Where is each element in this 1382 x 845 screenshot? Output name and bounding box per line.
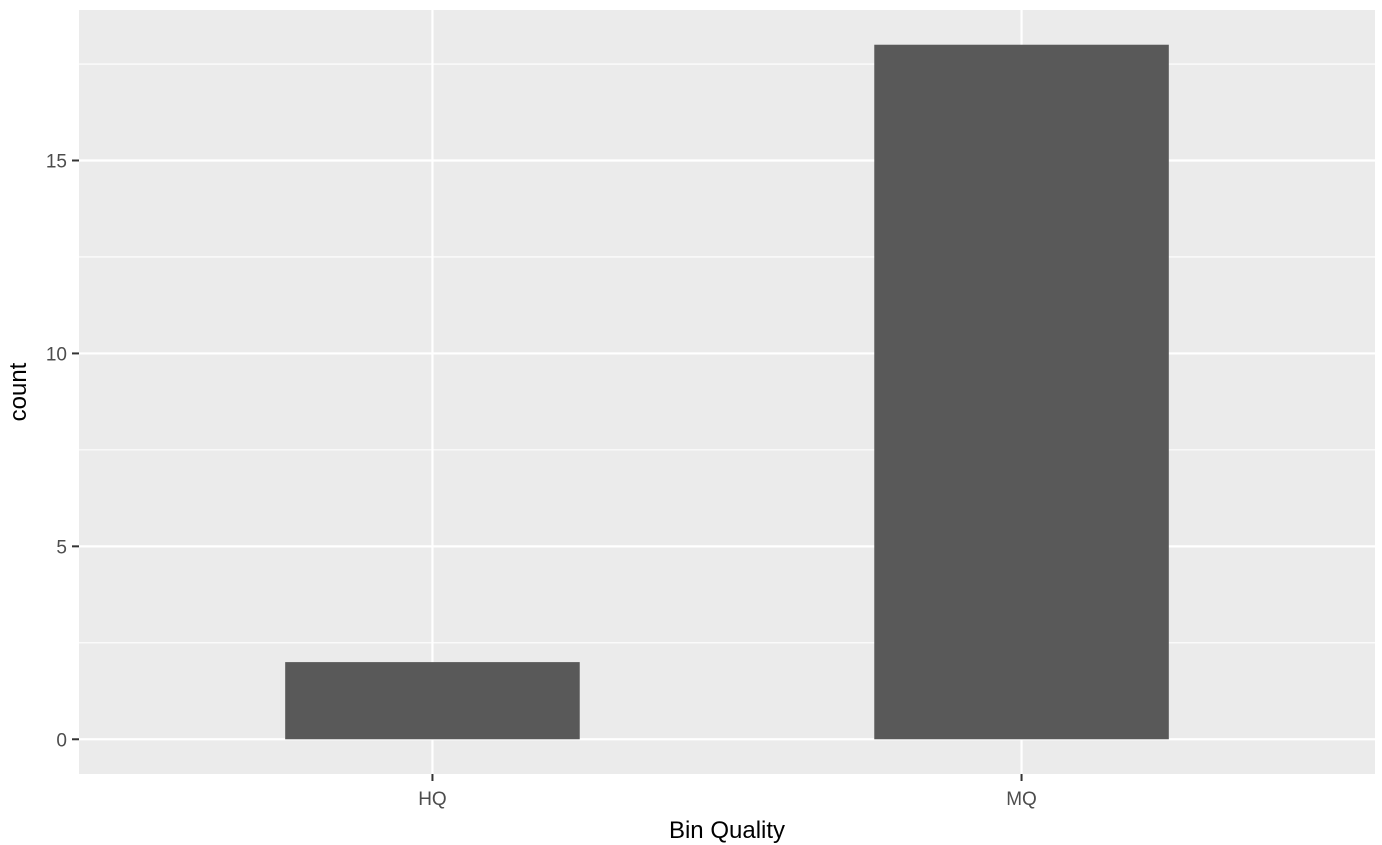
y-tick-label: 0 xyxy=(56,730,67,751)
bars xyxy=(285,44,1169,740)
x-tick-label: MQ xyxy=(1006,789,1037,810)
y-tick-label: 5 xyxy=(56,537,67,558)
y-axis-title: count xyxy=(5,362,32,421)
x-tick-label: HQ xyxy=(418,789,447,810)
bar-hq xyxy=(285,662,580,740)
y-tick-label: 10 xyxy=(46,344,67,365)
bar-mq xyxy=(874,44,1169,740)
y-axis-ticks: 0 5 10 15 xyxy=(46,151,79,751)
y-tick-label: 15 xyxy=(46,151,67,172)
plot-panel xyxy=(79,10,1375,774)
x-axis-title: Bin Quality xyxy=(669,817,785,844)
x-axis-ticks: HQ MQ xyxy=(418,774,1037,810)
